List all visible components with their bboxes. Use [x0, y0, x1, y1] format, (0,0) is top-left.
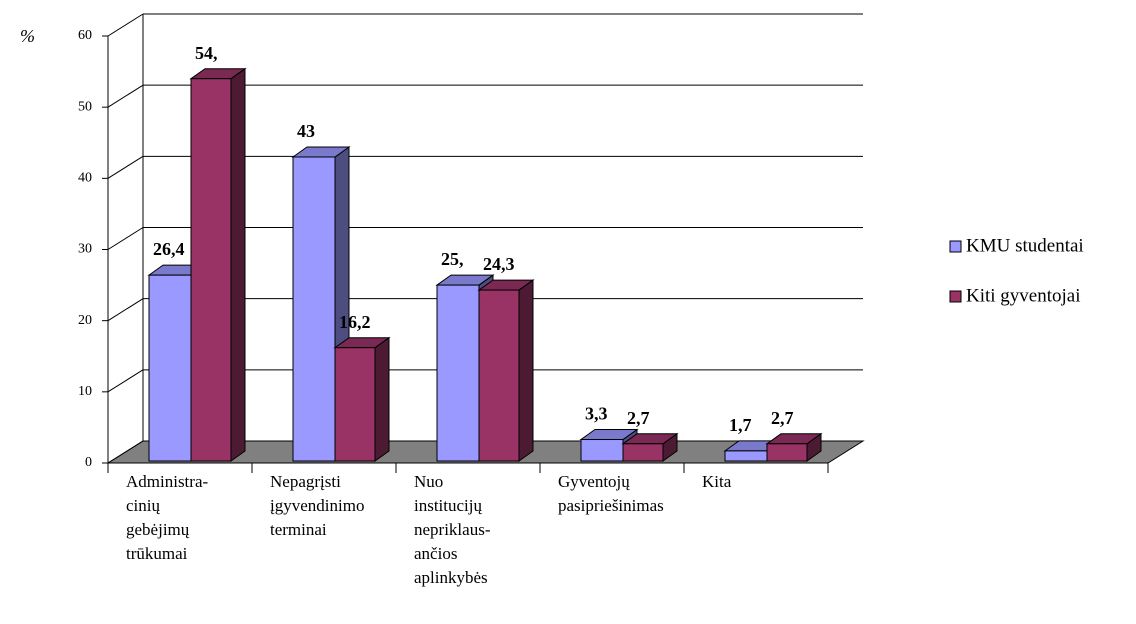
y-tick-label: 10	[78, 384, 92, 399]
bar-side	[374, 336, 390, 462]
x-tick-label-line: Administra-	[126, 472, 208, 491]
y-axis-label: %	[20, 26, 35, 46]
x-tick-label-line: Kita	[702, 472, 732, 491]
data-label: 25,	[441, 249, 464, 269]
y-tick-label: 40	[78, 171, 92, 186]
bar	[333, 336, 391, 462]
x-tick-label-line: cinių	[126, 496, 160, 515]
grid-line	[107, 155, 144, 179]
x-tick-label-line: pasipriešinimas	[558, 496, 664, 515]
bar-front	[622, 443, 664, 462]
bar-side	[518, 279, 534, 462]
grid-line	[107, 298, 144, 322]
x-tick-label-line: terminai	[270, 520, 327, 539]
bar-front	[436, 284, 480, 462]
bar-front	[766, 443, 808, 462]
x-tick-label-line: trūkumai	[126, 544, 188, 563]
x-tick-label-line: institucijų	[414, 496, 483, 515]
bar	[189, 67, 247, 462]
bar-front	[724, 450, 768, 462]
bar	[621, 432, 679, 462]
y-tick-label: 20	[78, 313, 92, 328]
x-tick-label-line: ančios	[414, 544, 457, 563]
data-label: 24,3	[483, 254, 515, 274]
x-tick-label: Nuo institucijų nepriklaus-ančios aplinkybė…	[414, 472, 491, 587]
x-tick-label: Kita	[702, 472, 732, 491]
bar-front	[478, 289, 520, 462]
grid-line	[107, 440, 144, 464]
bar-side	[230, 67, 246, 462]
data-label: 3,3	[585, 404, 608, 424]
bar-front	[148, 274, 192, 462]
legend-swatch	[949, 290, 962, 303]
x-tick-label-line: Gyventojų	[558, 472, 630, 491]
bar-front	[580, 439, 624, 462]
y-tick-label: 60	[78, 28, 92, 43]
bar	[477, 279, 535, 462]
y-tick-label: 50	[78, 99, 92, 114]
data-label: 16,2	[339, 312, 371, 332]
grid-line	[107, 13, 144, 37]
x-tick-label: Gyventojų pasipriešinimas	[558, 472, 664, 515]
bar-front	[190, 78, 232, 462]
data-label: 54,	[195, 43, 218, 63]
legend-label: Kiti gyventojai	[966, 285, 1081, 306]
data-label: 2,7	[771, 408, 794, 428]
bar-front	[292, 156, 336, 462]
data-label: 43	[297, 121, 315, 141]
x-tick-label-line: aplinkybės	[414, 568, 488, 587]
grid-line	[107, 227, 144, 250]
x-tick-label: Administra-cinių gebėjimų trūkumai	[126, 472, 208, 563]
x-tick-label-line: Nuo	[414, 472, 443, 491]
data-label: 26,4	[153, 239, 185, 259]
grid-line	[107, 84, 144, 108]
x-tick-label-line: nepriklaus-	[414, 520, 491, 539]
legend-label: KMU studentai	[966, 235, 1084, 256]
data-label: 1,7	[729, 415, 752, 435]
y-tick-label: 30	[78, 242, 92, 257]
bar-front	[334, 347, 376, 462]
y-tick-label: 0	[85, 455, 92, 470]
bar	[765, 432, 823, 462]
grid-line	[107, 369, 144, 393]
x-tick-label: Nepagrįsti įgyvendinimo terminai	[270, 472, 364, 539]
x-tick-label-line: gebėjimų	[126, 520, 190, 539]
legend-swatch	[949, 240, 962, 253]
data-label: 2,7	[627, 408, 650, 428]
x-tick-label-line: įgyvendinimo	[270, 496, 364, 515]
x-tick-label-line: Nepagrįsti	[270, 472, 341, 491]
